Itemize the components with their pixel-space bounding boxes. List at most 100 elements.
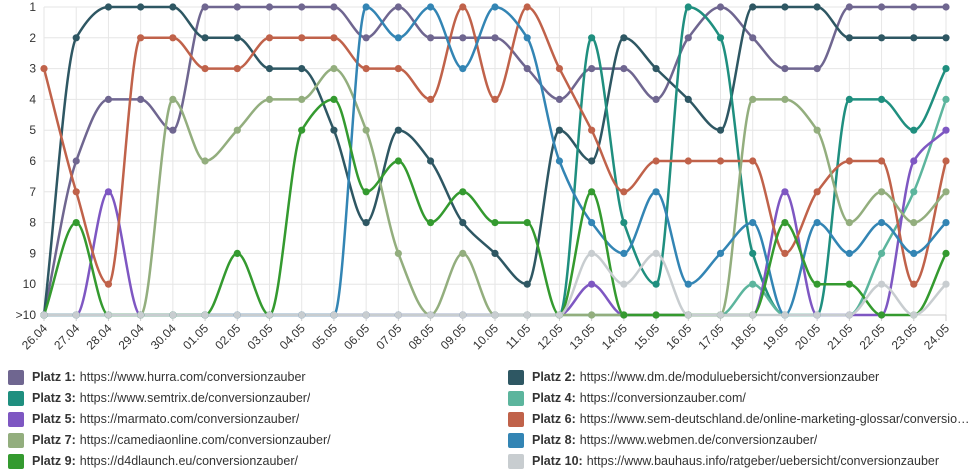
data-point-series-1 xyxy=(749,34,757,42)
data-point-series-8 xyxy=(394,34,402,42)
data-point-series-7 xyxy=(877,188,886,196)
data-point-series-1 xyxy=(845,3,853,11)
data-point-series-9 xyxy=(813,280,821,288)
data-point-series-2 xyxy=(716,126,725,134)
data-point-series-9 xyxy=(394,157,402,165)
data-point-series-2 xyxy=(910,34,918,42)
data-point-series-5 xyxy=(104,188,113,196)
legend-swatch xyxy=(8,453,24,469)
x-tick-label: 14.05 xyxy=(599,321,630,352)
data-point-series-9 xyxy=(845,280,853,288)
data-point-series-8 xyxy=(459,65,467,73)
data-point-series-10 xyxy=(169,311,177,319)
data-point-series-7 xyxy=(813,126,821,134)
data-point-series-3 xyxy=(942,65,950,73)
data-point-series-2 xyxy=(781,3,789,11)
x-tick-label: 09.05 xyxy=(438,321,469,352)
data-point-series-8 xyxy=(813,219,821,227)
data-point-series-10 xyxy=(588,249,596,257)
legend-item-5[interactable]: Platz 5: https://marmato.com/conversionza… xyxy=(8,409,488,429)
data-point-series-6 xyxy=(684,157,692,165)
data-point-series-6 xyxy=(104,280,113,288)
data-point-series-2 xyxy=(684,95,692,103)
data-point-series-9 xyxy=(877,311,886,319)
data-point-series-6 xyxy=(523,3,531,11)
data-point-series-8 xyxy=(620,249,628,257)
data-point-series-1 xyxy=(233,3,241,11)
legend-label: Platz 8: xyxy=(532,433,576,447)
y-tick-label: 4 xyxy=(29,92,36,106)
data-point-series-1 xyxy=(201,3,209,11)
x-tick-label: 15.05 xyxy=(631,321,662,352)
legend-item-8[interactable]: Platz 8: https://www.webmen.de/conversion… xyxy=(508,430,976,450)
legend-label: Platz 9: xyxy=(32,454,76,468)
legend-item-4[interactable]: Platz 4: https://conversionzauber.com/ xyxy=(508,388,976,408)
data-point-series-6 xyxy=(265,34,274,42)
data-point-series-8 xyxy=(910,249,918,257)
data-point-series-2 xyxy=(233,34,241,42)
series-line-10 xyxy=(42,252,948,317)
y-tick-label: 2 xyxy=(29,31,36,45)
data-point-series-6 xyxy=(716,157,725,165)
data-point-series-7 xyxy=(588,311,596,319)
legend-url: https://www.hurra.com/conversionzauber xyxy=(79,370,306,384)
data-point-series-6 xyxy=(394,65,402,73)
data-point-series-2 xyxy=(104,3,113,11)
data-point-series-2 xyxy=(588,157,596,165)
x-tick-label: 24.05 xyxy=(921,321,952,352)
x-tick-label: 29.04 xyxy=(116,321,147,352)
legend-swatch xyxy=(8,369,24,385)
data-point-series-1 xyxy=(330,3,338,11)
data-point-series-6 xyxy=(813,188,821,196)
data-point-series-1 xyxy=(716,3,725,11)
legend: Platz 1: https://www.hurra.com/conversion… xyxy=(0,362,978,471)
data-point-series-7 xyxy=(749,95,757,103)
data-point-series-6 xyxy=(298,34,306,42)
data-point-series-9 xyxy=(330,95,338,103)
data-point-series-1 xyxy=(394,3,402,11)
data-point-series-6 xyxy=(491,95,499,103)
data-point-series-2 xyxy=(523,280,531,288)
data-point-series-7 xyxy=(298,95,306,103)
legend-item-6[interactable]: Platz 6: https://www.sem-deutschland.de/o… xyxy=(508,409,976,429)
legend-swatch xyxy=(508,453,524,469)
y-tick-label: 1 xyxy=(29,0,36,14)
data-point-series-1 xyxy=(459,34,467,42)
y-tick-label: >10 xyxy=(16,308,37,322)
grid xyxy=(43,6,947,316)
data-point-series-10 xyxy=(749,311,757,319)
data-point-series-10 xyxy=(40,311,48,319)
data-point-series-9 xyxy=(426,219,435,227)
data-point-series-2 xyxy=(298,65,306,73)
data-point-series-10 xyxy=(426,311,435,319)
x-tick-label: 22.05 xyxy=(857,321,888,352)
data-point-series-3 xyxy=(845,95,853,103)
data-point-series-1 xyxy=(169,126,177,134)
legend-item-7[interactable]: Platz 7: https://camediaonline.com/conver… xyxy=(8,430,488,450)
data-point-series-8 xyxy=(716,249,725,257)
data-point-series-6 xyxy=(942,157,950,165)
data-point-series-2 xyxy=(201,34,209,42)
x-tick-label: 30.04 xyxy=(148,321,179,352)
legend-swatch xyxy=(8,432,24,448)
data-point-series-6 xyxy=(588,126,596,134)
data-point-series-6 xyxy=(72,188,80,196)
data-point-series-7 xyxy=(362,126,370,134)
data-point-series-6 xyxy=(169,34,177,42)
data-point-series-1 xyxy=(491,34,499,42)
data-point-series-9 xyxy=(523,219,531,227)
x-tick-label: 23.05 xyxy=(889,321,920,352)
legend-item-10[interactable]: Platz 10: https://www.bauhaus.info/ratgeb… xyxy=(508,451,976,471)
legend-item-2[interactable]: Platz 2: https://www.dm.de/moduluebersich… xyxy=(508,367,976,387)
data-point-series-8 xyxy=(684,280,692,288)
legend-item-9[interactable]: Platz 9: https://d4dlaunch.eu/conversionz… xyxy=(8,451,488,471)
legend-item-1[interactable]: Platz 1: https://www.hurra.com/conversion… xyxy=(8,367,488,387)
data-point-series-10 xyxy=(523,311,531,319)
data-point-series-2 xyxy=(459,219,467,227)
data-point-series-10 xyxy=(491,311,499,319)
data-point-series-7 xyxy=(845,219,853,227)
legend-item-3[interactable]: Platz 3: https://www.semtrix.de/conversio… xyxy=(8,388,488,408)
data-point-series-5 xyxy=(588,280,596,288)
x-tick-label: 12.05 xyxy=(534,321,565,352)
